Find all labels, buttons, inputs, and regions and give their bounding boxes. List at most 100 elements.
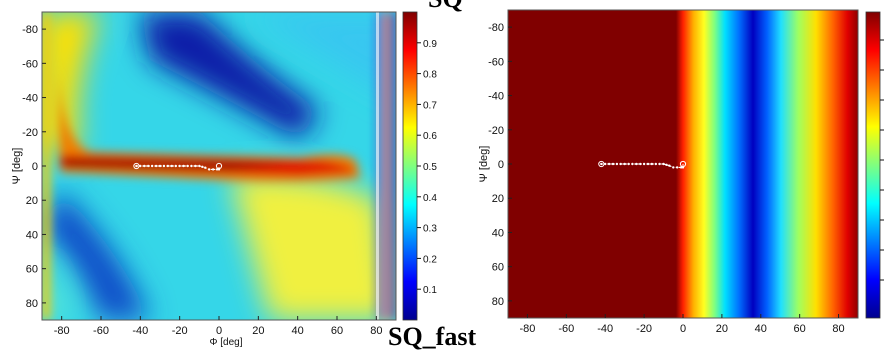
sq-fast-y-label: Ψ [deg] — [478, 146, 490, 183]
sq-x-label: Φ [deg] — [210, 337, 243, 348]
sq-colorbar-tick-label: 0.8 — [423, 70, 437, 81]
sq-trajectory-point — [201, 165, 204, 169]
sq-x-tick-label: 60 — [331, 325, 343, 337]
sq-colorbar-ticks: 0.1 0.2 0.3 0.4 0.5 0.6 0.7 0.8 0.9 — [417, 39, 437, 296]
sq-x-tick-label: 80 — [370, 325, 382, 337]
sq-trajectory-point — [162, 164, 166, 168]
sq-trajectory-point — [143, 164, 146, 168]
sq-fast-x-tick-label: 40 — [755, 323, 767, 335]
sq-trajectory-point — [150, 164, 154, 168]
sq-fast-x-ticks: -80 -60 -40 -20 0 20 40 60 80 — [519, 314, 845, 335]
sq-trajectory-point — [147, 164, 150, 168]
sq-trajectory — [133, 162, 223, 171]
sq-fast-heatmap-field — [508, 10, 858, 318]
sq-fast-trajectory-point — [619, 162, 622, 166]
sq-y-tick-label: -40 — [22, 93, 38, 105]
sq-x-tick-label: -20 — [172, 325, 188, 337]
sq-fast-trajectory-point — [675, 166, 679, 169]
sq-fast-x-tick-label: -20 — [636, 323, 652, 335]
sq-colorbar-tick-label: 0.4 — [423, 193, 437, 204]
sq-fast-trajectory-point — [679, 166, 683, 169]
sq-fast-trajectory-point — [654, 162, 657, 166]
sq-y-ticks: -80 -60 -40 -20 0 20 40 60 80 — [22, 24, 46, 310]
sq-fast-trajectory-point — [607, 162, 611, 166]
sq-fast-y-tick-label: -80 — [488, 22, 504, 34]
sq-colorbar-tick-label: 0.7 — [423, 100, 437, 111]
sq-fast-y-tick-label: 80 — [492, 296, 504, 308]
sq-x-tick-label: 20 — [252, 325, 264, 337]
sq-fast-y-tick-label: 20 — [492, 193, 504, 205]
sq-fast-trajectory-point — [635, 162, 638, 166]
sq-fast-x-tick-label: -80 — [519, 323, 535, 335]
sq-colorbar-tick-label: 0.2 — [423, 254, 437, 265]
sq-x-tick-label: 0 — [216, 325, 222, 337]
sq-trajectory-point — [158, 164, 162, 168]
sq-fast-x-tick-label: 0 — [680, 323, 686, 335]
sq-fast-trajectory-point — [672, 166, 675, 169]
sq-fast-colorbar — [865, 11, 881, 319]
sq-x-ticks: -80 -60 -40 -20 0 20 40 60 80 — [54, 316, 382, 337]
sq-y-tick-label: 0 — [32, 161, 38, 173]
sq-trajectory-point — [194, 164, 197, 168]
sq-trajectory-point — [174, 164, 177, 168]
sq-fast-colorbar-ticks — [880, 39, 884, 281]
sq-trajectory-point — [135, 164, 138, 168]
sq-fast-x-tick-label: 20 — [716, 323, 728, 335]
sq-fast-y-tick-label: 40 — [492, 227, 504, 239]
sq-x-tick-label: -60 — [93, 325, 109, 337]
sq-trajectory-point — [182, 164, 185, 168]
sq-colorbar — [402, 11, 418, 321]
sq-y-tick-label: -20 — [22, 127, 38, 139]
sq-fast-trajectory-point — [668, 164, 671, 167]
sq-trajectory-point — [190, 164, 193, 168]
sq-fast-trajectory-point — [631, 162, 634, 166]
sq-colorbar-tick-label: 0.3 — [423, 224, 437, 235]
sq-x-tick-label: -40 — [132, 325, 148, 337]
sq-fast-trajectory-point — [600, 162, 603, 166]
sq-fast-trajectory — [598, 160, 687, 169]
sq-fast-trajectory-point — [639, 162, 642, 166]
sq-x-tick-label: 40 — [292, 325, 304, 337]
sq-fast-y-tick-label: 60 — [492, 262, 504, 274]
sq-colorbar-tick-label: 0.5 — [423, 162, 437, 173]
sq-y-tick-label: 60 — [26, 264, 38, 276]
sq-fast-trajectory-point — [623, 162, 626, 166]
sq-y-tick-label: -60 — [22, 58, 38, 70]
sq-trajectory-point — [186, 164, 189, 168]
sq-colorbar-tick-label: 0.6 — [423, 131, 437, 142]
sq-fast-trajectory-point — [642, 162, 646, 166]
sq-trajectory-point — [178, 164, 181, 168]
sq-trajectory-point — [215, 168, 219, 171]
sq-y-label: Ψ [deg] — [11, 148, 23, 185]
sq-trajectory-point — [166, 164, 170, 168]
sq-colorbar-tick-label: 0.9 — [423, 39, 437, 50]
sq-colorbar-tick-label: 0.1 — [423, 285, 437, 296]
sq-fast-trajectory-point — [650, 162, 654, 166]
sq-trajectory-point — [204, 166, 207, 169]
sq-trajectory-point — [211, 168, 215, 171]
sq-x-tick-label: -80 — [54, 325, 70, 337]
chart-title-sq-fast: SQ_fast — [388, 322, 477, 351]
sq-trajectory-point — [198, 164, 201, 168]
sq-heatmap-field — [42, 12, 396, 320]
sq-trajectory-start — [133, 162, 140, 170]
sq-fast-x-tick-label: -40 — [597, 323, 613, 335]
sq-y-tick-label: 40 — [26, 229, 38, 241]
title-fragment-top: SQ — [428, 0, 463, 14]
sq-trajectory-point — [154, 164, 158, 168]
sq-fast-trajectory-point — [611, 162, 615, 166]
sq-fast-trajectory-point — [665, 163, 668, 167]
sq-fast-trajectory-point — [627, 162, 630, 166]
sq-fast-trajectory-point — [662, 162, 665, 166]
sq-fast-trajectory-point — [646, 162, 650, 166]
sq-trajectory-end — [215, 162, 223, 170]
sq-fast-x-tick-label: 80 — [832, 323, 844, 335]
sq-y-tick-label: 20 — [26, 195, 38, 207]
sq-fast-x-tick-label: 60 — [794, 323, 806, 335]
sq-fast-y-tick-label: -20 — [488, 125, 504, 137]
sq-trajectory-point — [170, 164, 173, 168]
sq-fast-y-tick-label: -60 — [488, 56, 504, 68]
sq-fast-y-tick-label: -40 — [488, 91, 504, 103]
sq-fast-x-tick-label: -60 — [558, 323, 574, 335]
